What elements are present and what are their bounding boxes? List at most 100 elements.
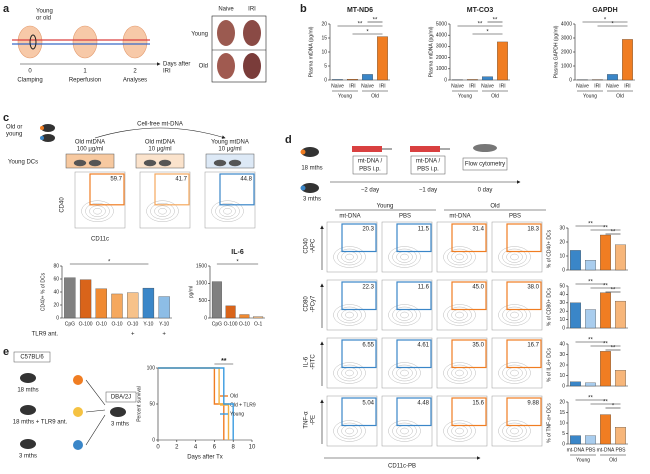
sig-label: ** (588, 280, 593, 286)
x-tick-label: 2 (175, 445, 179, 451)
y-axis-label: % of IL-6+ DCs (546, 347, 552, 382)
flow-value: 11.6 (418, 285, 430, 291)
panel-letter: c (3, 112, 9, 124)
x-tick-label: IRI (594, 83, 600, 89)
row-label: IL-6 (304, 356, 310, 367)
bar (585, 309, 596, 329)
x-tick-label: IRI (624, 83, 630, 89)
flow-value: 59.7 (110, 177, 122, 183)
flow-value: 11.5 (418, 227, 430, 233)
y-tick-label: 15 (321, 35, 327, 41)
bar (497, 41, 508, 81)
x-tick-label: 8 (232, 445, 236, 451)
y-tick-label: 5000 (436, 21, 447, 27)
x-tick-label: Naive (606, 83, 619, 89)
sig-label: ** (603, 284, 608, 290)
chart-title: GAPDH (592, 7, 617, 14)
row-label: TLR9 ant. (32, 332, 59, 338)
label: 2 (133, 69, 137, 75)
label: young (6, 132, 22, 138)
survival-line (158, 367, 225, 440)
y-tick-label: 0 (56, 315, 59, 321)
label: PBS i.p. (359, 167, 381, 173)
kidney-icons (17, 25, 148, 59)
label: Old mtDNA (75, 140, 105, 146)
sig-label: * (366, 30, 369, 36)
x-tick-label: IRI (469, 83, 475, 89)
contour (392, 306, 417, 324)
flow-plot (436, 395, 488, 447)
x-tick-label: O-100 (224, 321, 238, 327)
gate (154, 173, 190, 206)
sig-label: ** (588, 396, 593, 402)
flow-plot (204, 171, 256, 229)
chart-title: MT-ND6 (347, 7, 373, 14)
axis-label: CD40 (60, 197, 66, 213)
contour (443, 362, 476, 384)
contour (510, 369, 519, 377)
contour (345, 311, 354, 319)
contour (447, 422, 472, 440)
sig-label: ** (358, 22, 363, 28)
flow-value: 9.88 (527, 401, 539, 407)
label: 3 mths (303, 197, 321, 203)
label: DBA/2J (111, 395, 131, 401)
y-tick-label: 20 (559, 399, 565, 405)
contour (392, 422, 417, 440)
flow-value: 31.4 (472, 227, 484, 233)
label: Young mtDNA (211, 140, 249, 146)
label: Naive (218, 7, 234, 13)
panel-letter: a (3, 3, 10, 15)
bar (377, 36, 388, 81)
flow-plot (491, 337, 543, 389)
y-tick-label: 10 (559, 253, 565, 259)
box (462, 157, 508, 171)
sig-label: * (236, 260, 239, 266)
contour (219, 205, 236, 217)
label: PBS i.p. (417, 167, 439, 173)
sig-label: ** (611, 346, 616, 352)
y-tick-label: 0 (562, 267, 565, 273)
contour (400, 427, 409, 435)
y-tick-label: 50 (149, 401, 155, 407)
contour (400, 369, 409, 377)
flow-value: 45.0 (472, 285, 484, 291)
y-tick-label: 0 (204, 315, 207, 321)
contour (345, 369, 354, 377)
row-label: -PCy7 (311, 295, 317, 312)
y-tick-label: 20 (559, 239, 565, 245)
contour (85, 202, 110, 220)
axis-label: CD11c (91, 237, 109, 243)
gate (451, 281, 487, 311)
contour (81, 200, 114, 222)
flow-plot (436, 221, 488, 273)
contour (337, 248, 362, 266)
sig-label: * (604, 18, 607, 24)
bar (467, 79, 478, 81)
contour (392, 248, 417, 266)
x-tick-label: Y-10 (159, 321, 169, 327)
contour (498, 246, 531, 268)
row-mark: + (131, 332, 135, 338)
contour (215, 202, 240, 220)
contour (510, 311, 519, 319)
contour (400, 311, 409, 319)
flow-value: 18.3 (527, 227, 539, 233)
y-tick-label: 5 (324, 63, 327, 69)
flow-plot (436, 279, 488, 331)
column-label: mt-DNA (339, 214, 360, 220)
row-label: CD80 (304, 296, 310, 312)
arrows (85, 379, 106, 446)
x-tick-label: Naive (451, 83, 464, 89)
y-tick-label: 1000 (436, 66, 447, 72)
bar (585, 382, 596, 387)
gate (506, 397, 542, 427)
x-tick-label: Naive (481, 83, 494, 89)
y-tick-label: 30 (559, 352, 565, 358)
contour (146, 200, 179, 222)
row-label: CD40 (304, 238, 310, 254)
survival-line (158, 367, 234, 440)
gate (451, 339, 487, 369)
label: 3 mths (19, 454, 37, 460)
bar (600, 292, 611, 329)
